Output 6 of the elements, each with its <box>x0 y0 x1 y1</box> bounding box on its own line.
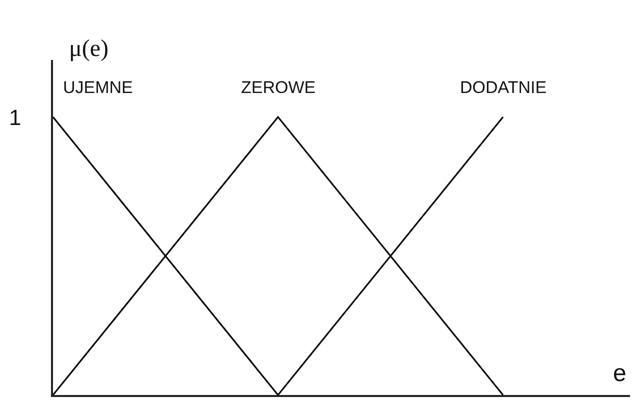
text: 1 <box>9 105 22 130</box>
series-label: UJEMNE <box>63 78 133 97</box>
x-axis-title: e <box>613 360 626 387</box>
series-label: ZEROWE <box>241 78 316 97</box>
series-label: DODATNIE <box>460 78 547 97</box>
y-axis-title: μ(e) <box>69 36 109 62</box>
